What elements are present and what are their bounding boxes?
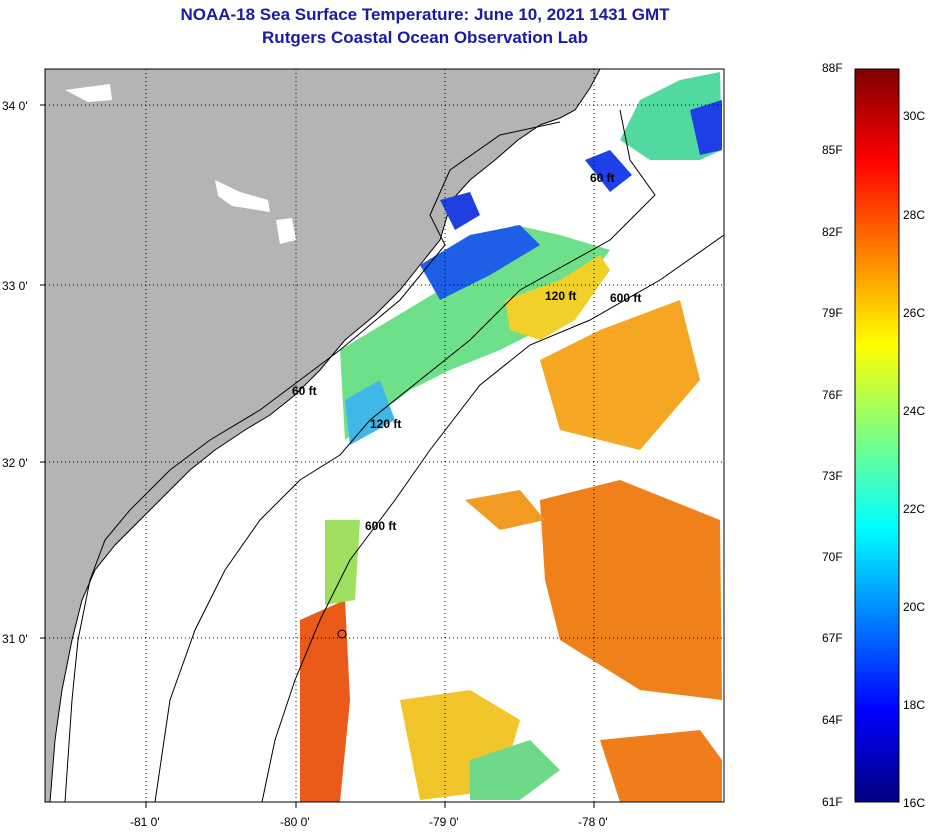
sst-patch: [585, 150, 632, 192]
tick-marks: [40, 104, 595, 808]
lake: [215, 180, 270, 212]
colorbar-label-c: 28C: [903, 208, 926, 222]
isobath-label: 60 ft: [292, 384, 317, 398]
sst-patch: [465, 490, 545, 530]
colorbar-label-c: 18C: [903, 698, 926, 712]
colorbar-label-f: 73F: [822, 469, 843, 483]
colorbar-label-f: 76F: [822, 388, 843, 402]
lat-label: 34 0': [2, 99, 28, 113]
sst-patch: [540, 480, 722, 700]
sst-patch: [325, 520, 360, 605]
sst-patch: [600, 730, 722, 802]
colorbar-label-c: 24C: [903, 404, 926, 418]
isobath-600ft: [261, 234, 724, 802]
lat-label: 31 0': [2, 632, 28, 646]
sst-patch: [440, 192, 480, 230]
lon-label: -79 0': [429, 815, 459, 829]
lon-label: -81 0': [130, 815, 160, 829]
lat-label: 32 0': [2, 456, 28, 470]
colorbar-label-f: 79F: [822, 306, 843, 320]
isobath-label: 600 ft: [365, 519, 396, 533]
map-subtitle: Rutgers Coastal Ocean Observation Lab: [262, 28, 588, 47]
sst-patch: [300, 600, 350, 802]
colorbar-label-f: 61F: [822, 795, 843, 809]
buoy-marker: [337, 629, 347, 639]
land-area: [45, 69, 600, 802]
colorbar: [854, 68, 900, 803]
colorbar-label-c: 26C: [903, 306, 926, 320]
sst-patch: [340, 225, 610, 440]
isobath-label: 600 ft: [610, 291, 641, 305]
sst-patch: [345, 380, 395, 445]
lake: [65, 84, 112, 102]
sst-patch: [540, 300, 700, 450]
colorbar-label-f: 85F: [822, 143, 843, 157]
colorbar-label-f: 64F: [822, 713, 843, 727]
colorbar-label-c: 22C: [903, 502, 926, 516]
isobath-label: 120 ft: [545, 289, 576, 303]
isobath-120ft: [154, 109, 656, 802]
lon-label: -80 0': [280, 815, 310, 829]
colorbar-label-c: 20C: [903, 600, 926, 614]
lat-label: 33 0': [2, 279, 28, 293]
sst-patch: [470, 740, 560, 800]
map-title: NOAA-18 Sea Surface Temperature: June 10…: [180, 5, 670, 24]
isobath-label: 60 ft: [590, 171, 615, 185]
colorbar-label-c: 16C: [903, 796, 926, 810]
colorbar-label-f: 88F: [822, 61, 843, 75]
sst-patch: [690, 100, 722, 155]
colorbar-label-c: 30C: [903, 109, 926, 123]
colorbar-label-f: 70F: [822, 550, 843, 564]
isobath-label: 120 ft: [370, 417, 401, 431]
sst-patch: [420, 225, 540, 300]
lon-label: -78 0': [578, 815, 608, 829]
lake: [276, 218, 296, 244]
colorbar-label-f: 82F: [822, 225, 843, 239]
coastline: [49, 69, 601, 802]
sst-patch: [505, 255, 610, 340]
plot-frame: [44, 68, 725, 803]
isobath-60ft: [64, 121, 561, 802]
colorbar-label-f: 67F: [822, 631, 843, 645]
